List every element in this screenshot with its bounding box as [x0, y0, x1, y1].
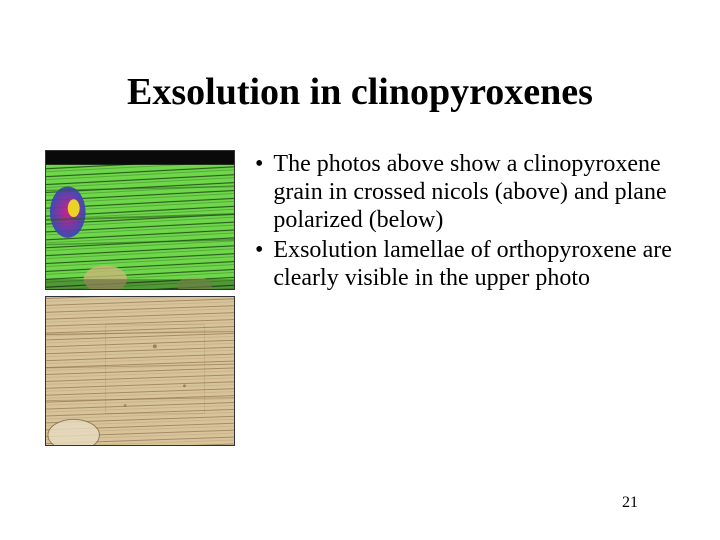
micrograph-crossed-nicols	[45, 150, 235, 290]
page-number: 21	[622, 494, 638, 512]
bullet-item: • The photos above show a clinopyroxene …	[255, 150, 705, 234]
bullet-dot-icon: •	[255, 150, 263, 178]
bullet-text: The photos above show a clinopyroxene gr…	[273, 150, 705, 234]
slide-title: Exsolution in clinopyroxenes	[0, 70, 720, 114]
bullet-list: • The photos above show a clinopyroxene …	[255, 150, 705, 294]
bullet-dot-icon: •	[255, 236, 263, 264]
bullet-item: • Exsolution lamellae of orthopyroxene a…	[255, 236, 705, 292]
bullet-text: Exsolution lamellae of orthopyroxene are…	[273, 236, 705, 292]
micrograph-plane-polarized	[45, 296, 235, 446]
